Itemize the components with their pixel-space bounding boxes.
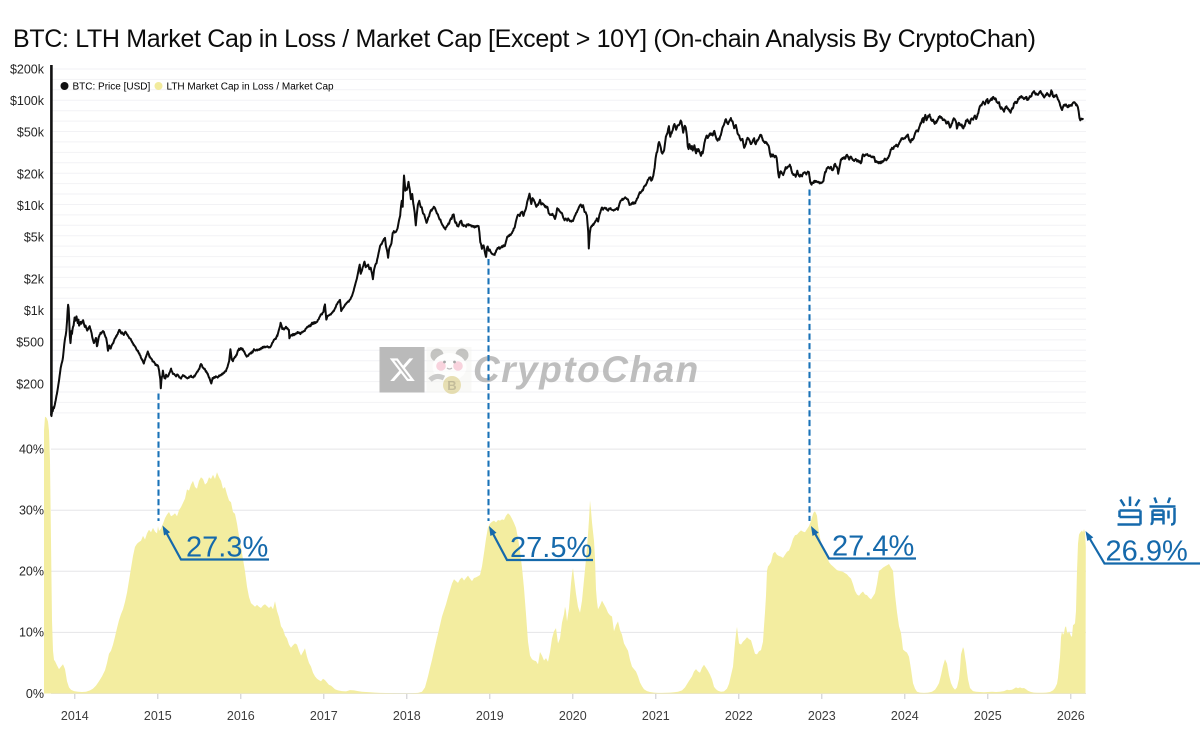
svg-text:2021: 2021	[642, 709, 670, 723]
svg-text:$200: $200	[16, 377, 44, 391]
svg-text:2019: 2019	[476, 709, 504, 723]
svg-text:$100k: $100k	[10, 94, 45, 108]
svg-text:$1k: $1k	[24, 304, 45, 318]
svg-text:$2k: $2k	[24, 272, 45, 286]
svg-text:20%: 20%	[19, 565, 44, 579]
svg-text:2015: 2015	[144, 709, 172, 723]
svg-text:BTC: LTH Market Cap in Loss /: BTC: LTH Market Cap in Loss / Market Cap…	[13, 25, 1036, 53]
svg-text:27.5%: 27.5%	[510, 532, 592, 564]
svg-text:$20k: $20k	[17, 167, 45, 181]
svg-text:2014: 2014	[61, 709, 89, 723]
svg-text:$10k: $10k	[17, 199, 45, 213]
svg-text:27.3%: 27.3%	[186, 532, 268, 564]
svg-text:10%: 10%	[19, 626, 44, 640]
svg-text:2020: 2020	[559, 709, 587, 723]
svg-text:2017: 2017	[310, 709, 338, 723]
svg-text:$200k: $200k	[10, 62, 45, 76]
svg-text:$500: $500	[16, 336, 44, 350]
svg-text:BTC: Price [USD]: BTC: Price [USD]	[73, 82, 151, 93]
svg-text:B: B	[447, 378, 456, 393]
svg-text:2018: 2018	[393, 709, 421, 723]
svg-text:26.9%: 26.9%	[1106, 536, 1188, 568]
svg-text:2016: 2016	[227, 709, 255, 723]
svg-text:CryptoChan: CryptoChan	[473, 349, 700, 390]
svg-text:40%: 40%	[19, 442, 44, 456]
svg-text:30%: 30%	[19, 504, 44, 518]
svg-text:2026: 2026	[1057, 709, 1085, 723]
svg-text:$5k: $5k	[24, 231, 45, 245]
svg-text:2023: 2023	[808, 709, 836, 723]
svg-text:LTH Market Cap in Loss / Marke: LTH Market Cap in Loss / Market Cap	[167, 82, 335, 93]
svg-text:2022: 2022	[725, 709, 753, 723]
svg-text:$50k: $50k	[17, 126, 45, 140]
svg-text:2024: 2024	[891, 709, 919, 723]
svg-text:0%: 0%	[26, 687, 44, 701]
svg-text:2025: 2025	[974, 709, 1002, 723]
svg-text:27.4%: 27.4%	[832, 531, 914, 563]
